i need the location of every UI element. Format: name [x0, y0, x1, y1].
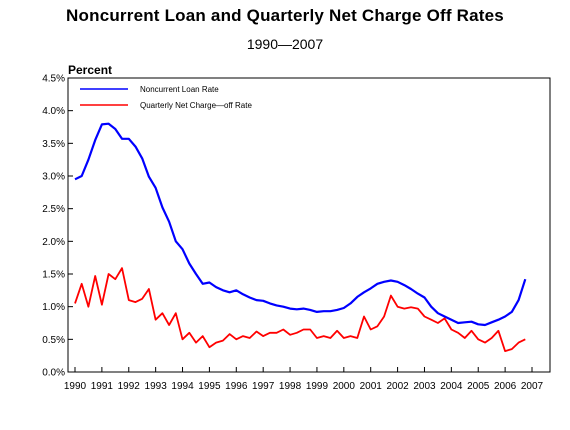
x-tick-label: 1997 [252, 381, 275, 392]
y-tick-label: 1.5% [42, 270, 65, 281]
y-tick-label: 3.0% [42, 172, 65, 183]
y-tick-label: 2.5% [42, 204, 65, 215]
x-tick-label: 2005 [467, 381, 490, 392]
x-tick-label: 2003 [413, 381, 436, 392]
x-tick-label: 2001 [360, 381, 383, 392]
legend-label-chargeoff: Quarterly Net Charge—off Rate [140, 101, 252, 110]
series-line-noncurrent-loan-rate [74, 122, 527, 327]
x-axis-ticks: 1990 1991 1992 1993 1994 1995 1996 1997 1998 1999… [64, 367, 544, 392]
x-tick-label: 1993 [145, 381, 168, 392]
y-tick-label: 2.0% [42, 237, 65, 248]
x-tick-label: 1995 [198, 381, 221, 392]
x-tick-label: 2007 [521, 381, 544, 392]
x-tick-label: 2006 [494, 381, 517, 392]
legend-label-noncurrent: Noncurrent Loan Rate [140, 85, 219, 94]
x-tick-label: 1998 [279, 381, 302, 392]
x-tick-label: 2002 [386, 381, 409, 392]
x-tick-label: 1996 [225, 381, 248, 392]
y-axis-label: Percent [68, 63, 112, 77]
series-line-net-charge-off-rate [74, 267, 526, 353]
chart-subtitle: 1990—2007 [246, 36, 324, 52]
plot-frame [67, 77, 551, 373]
x-tick-label: 1999 [306, 381, 329, 392]
x-tick-label: 2000 [333, 381, 356, 392]
y-tick-label: 4.0% [42, 106, 65, 117]
y-tick-label: 0.5% [42, 335, 65, 346]
y-axis-ticks: 0.0% 0.5% 1.0% 1.5% 2.0% 2.5% 3.0% 3.5% 4.0% 4.5% [42, 74, 73, 379]
y-tick-label: 4.5% [42, 74, 65, 85]
y-tick-label: 1.0% [42, 302, 65, 313]
legend: Noncurrent Loan Rate Quarterly Net Charg… [80, 85, 252, 110]
x-tick-label: 1991 [91, 381, 114, 392]
x-tick-label: 2004 [440, 381, 463, 392]
series-lines [74, 122, 527, 353]
chart-title: Noncurrent Loan and Quarterly Net Charge… [66, 6, 504, 25]
x-tick-label: 1994 [171, 381, 194, 392]
y-tick-label: 3.5% [42, 139, 65, 150]
x-tick-label: 1990 [64, 381, 87, 392]
y-tick-label: 0.0% [42, 368, 65, 379]
x-tick-label: 1992 [118, 381, 141, 392]
